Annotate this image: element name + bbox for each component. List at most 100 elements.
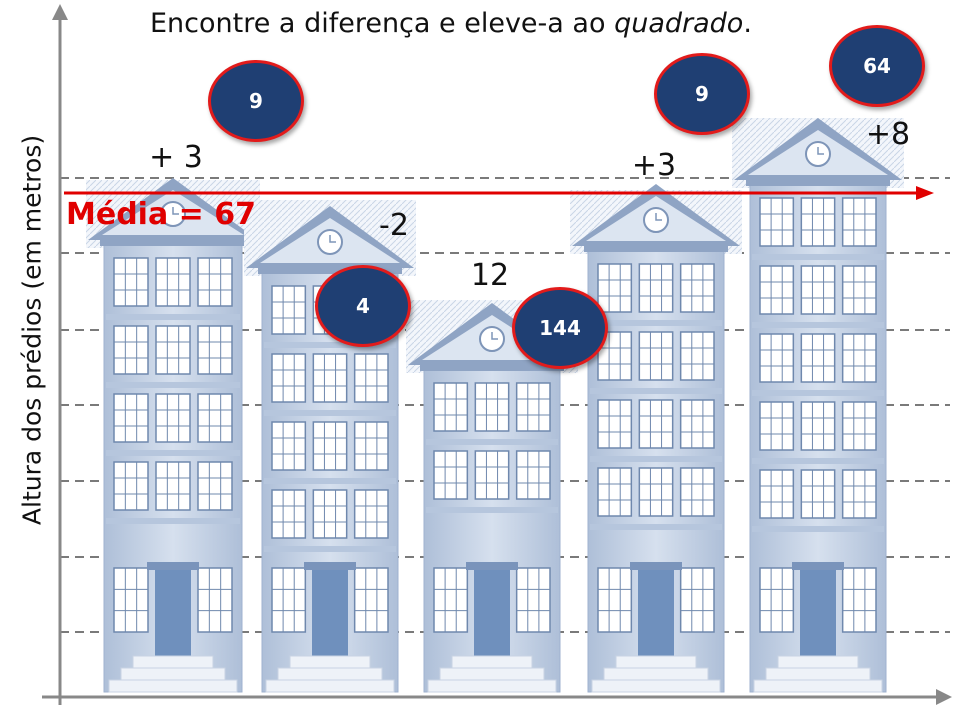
window [433, 450, 469, 500]
step [615, 655, 697, 669]
window [800, 265, 836, 315]
window [679, 467, 715, 517]
floor-band [264, 342, 396, 348]
window [474, 450, 510, 500]
window [759, 401, 795, 451]
window [800, 333, 836, 383]
title-text: Encontre a diferença e eleve-a ao [150, 8, 615, 39]
window [679, 263, 715, 313]
door [638, 570, 674, 658]
difference-label-2: -2 [379, 208, 409, 243]
door-lintel [304, 562, 356, 570]
window [433, 567, 469, 633]
window [197, 461, 233, 511]
square-badge-2: 4 [315, 265, 411, 347]
cornice [100, 240, 246, 246]
y-axis-label: Altura dos prédios (em metros) [17, 134, 47, 526]
mean-line-group [64, 186, 934, 200]
step [265, 679, 395, 693]
window [841, 469, 877, 519]
window [197, 567, 233, 633]
floor-band [426, 507, 558, 513]
axes [42, 4, 952, 705]
square-badge-5: 64 [829, 25, 925, 107]
floor-band [752, 254, 884, 260]
window [597, 467, 633, 517]
step [289, 655, 371, 669]
floor-band [590, 524, 722, 530]
cornice [746, 180, 890, 186]
window [759, 197, 795, 247]
building-1 [86, 178, 260, 693]
window [113, 393, 149, 443]
square-badge-4: 9 [654, 53, 750, 135]
clock-hands [655, 213, 662, 221]
x-axis-arrow [936, 689, 952, 705]
step [777, 655, 859, 669]
floor-band [590, 320, 722, 326]
window [271, 353, 307, 403]
floor-band [752, 322, 884, 328]
window [515, 382, 551, 432]
window [638, 399, 674, 449]
window [800, 469, 836, 519]
window [155, 257, 191, 307]
window [638, 263, 674, 313]
square-badge-1: 9 [208, 60, 304, 142]
window [312, 421, 348, 471]
window [353, 567, 389, 633]
door [474, 570, 510, 658]
window [841, 197, 877, 247]
window [353, 489, 389, 539]
floor-band [752, 390, 884, 396]
building-4 [570, 184, 742, 693]
cornice [420, 365, 564, 371]
clock-hands [329, 235, 336, 243]
step [753, 679, 883, 693]
window [515, 450, 551, 500]
title-period: . [743, 8, 752, 39]
door-lintel [147, 562, 199, 570]
window [474, 382, 510, 432]
floor-band [752, 526, 884, 532]
page-title: Encontre a diferença e eleve-a ao quadra… [150, 8, 752, 39]
difference-label-4: +3 [631, 148, 677, 183]
window [155, 325, 191, 375]
step [439, 667, 545, 681]
window [155, 461, 191, 511]
floor-band [106, 450, 240, 456]
door-lintel [630, 562, 682, 570]
window [638, 331, 674, 381]
window [597, 567, 633, 633]
difference-label-3: 12 [470, 258, 510, 293]
window [841, 567, 877, 633]
step [108, 679, 238, 693]
window [638, 467, 674, 517]
clock-hands [817, 147, 824, 155]
step [277, 667, 383, 681]
window [841, 333, 877, 383]
window [312, 489, 348, 539]
window [679, 331, 715, 381]
mean-label: Média = 67 [66, 197, 256, 232]
window [113, 461, 149, 511]
title-emphasis: quadrado [614, 8, 744, 39]
window [271, 285, 307, 335]
floor-band [264, 546, 396, 552]
window [515, 567, 551, 633]
window [597, 263, 633, 313]
step [591, 679, 721, 693]
difference-label-1: + 3 [149, 140, 203, 175]
window [113, 257, 149, 307]
window [197, 393, 233, 443]
floor-band [264, 478, 396, 484]
window [679, 567, 715, 633]
step [451, 655, 533, 669]
door-lintel [466, 562, 518, 570]
square-badge-3: 144 [512, 287, 608, 369]
mean-line-arrow [916, 186, 934, 200]
floor-band [590, 388, 722, 394]
door [800, 570, 836, 658]
